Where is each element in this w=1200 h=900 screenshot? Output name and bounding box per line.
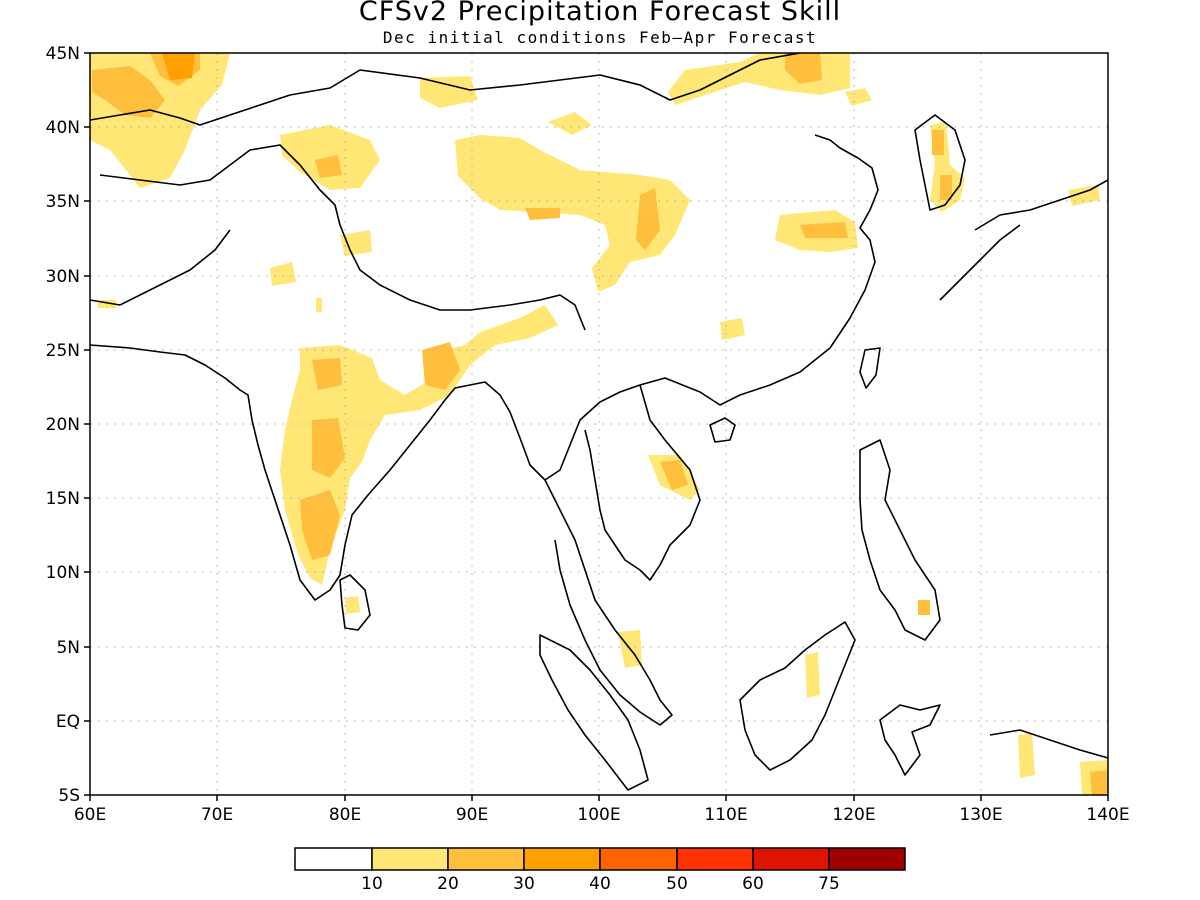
legend-label: 50 — [666, 874, 688, 894]
lat-label: 25N — [46, 341, 80, 361]
lon-labels: 60E 70E 80E 90E 100E 110E 120E 130E 140E — [74, 805, 1130, 825]
lat-label: 30N — [46, 267, 80, 287]
legend-swatch — [676, 847, 754, 871]
lon-label: 130E — [959, 805, 1002, 825]
legend-swatch — [828, 847, 906, 871]
graticule — [90, 53, 1108, 795]
lat-label: 35N — [46, 192, 80, 212]
lat-label: 5N — [56, 638, 80, 658]
lon-label: 120E — [832, 805, 875, 825]
lat-label: 45N — [46, 44, 80, 64]
lon-label: 100E — [577, 805, 620, 825]
lon-label: 60E — [74, 805, 106, 825]
skill-shading — [90, 53, 1108, 795]
legend-labels: 10 20 30 40 50 60 75 — [361, 874, 840, 894]
lon-label: 140E — [1086, 805, 1129, 825]
legend-swatch — [752, 847, 830, 871]
legend-swatch — [599, 847, 678, 871]
legend-label: 75 — [818, 874, 840, 894]
legend-label: 40 — [589, 874, 611, 894]
lat-label: 40N — [46, 118, 80, 138]
lon-ticks — [89, 795, 1109, 801]
lat-labels: 45N 40N 35N 30N 25N 20N 15N 10N 5N EQ 5S — [46, 44, 80, 806]
legend-label: 20 — [437, 874, 459, 894]
lat-label: EQ — [56, 712, 80, 732]
legend-swatch — [447, 847, 525, 871]
lon-label: 70E — [201, 805, 233, 825]
lat-label: 5S — [58, 786, 80, 806]
legend-swatch — [294, 847, 373, 871]
map-subtitle: Dec initial conditions Feb–Apr Forecast — [382, 28, 818, 47]
legend-swatch — [523, 847, 601, 871]
lat-label: 20N — [46, 415, 80, 435]
lon-label: 80E — [329, 805, 361, 825]
legend-label: 30 — [513, 874, 535, 894]
lat-label: 10N — [46, 563, 80, 583]
skill-30-40-regions — [162, 53, 195, 80]
coastlines — [90, 53, 1108, 791]
map-title: CFSv2 Precipitation Forecast Skill — [358, 0, 842, 27]
legend-label: 10 — [361, 874, 383, 894]
legend-swatch — [371, 847, 449, 871]
lat-ticks — [84, 52, 90, 796]
lon-label: 90E — [456, 805, 488, 825]
lat-label: 15N — [46, 489, 80, 509]
legend-label: 60 — [742, 874, 764, 894]
color-legend — [294, 847, 906, 871]
lon-label: 110E — [704, 805, 747, 825]
